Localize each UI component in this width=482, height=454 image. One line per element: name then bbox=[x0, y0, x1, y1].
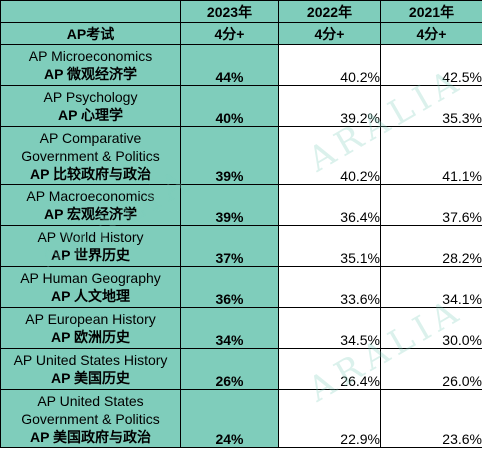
subject-cell: AP Comparative Government & Politics AP … bbox=[0, 126, 181, 185]
subject-name-cn: AP 微观经济学 bbox=[43, 66, 138, 82]
value-2021: 28.2% bbox=[380, 225, 482, 267]
value-2021: 34.1% bbox=[380, 266, 482, 308]
value-2022: 39.2% bbox=[278, 85, 381, 127]
subject-cell: AP World History AP 世界历史 bbox=[0, 225, 181, 267]
subject-cell: AP Macroeconomics AP 宏观经济学 bbox=[0, 184, 181, 226]
subject-cell: AP United States Government & Politics A… bbox=[0, 389, 181, 448]
value-2023: 24% bbox=[180, 389, 279, 448]
value-2021: 26.0% bbox=[380, 348, 482, 390]
table-row: AP Microeconomics AP 微观经济学 44% 40.2% 42.… bbox=[0, 44, 482, 86]
value-2023: 37% bbox=[180, 225, 279, 267]
value-2021: 37.6% bbox=[380, 184, 482, 226]
subject-cell: AP Human Geography AP 人文地理 bbox=[0, 266, 181, 308]
table-row: AP Macroeconomics AP 宏观经济学 39% 36.4% 37.… bbox=[0, 184, 482, 226]
value-2022: 36.4% bbox=[278, 184, 381, 226]
subject-name-cn: AP 心理学 bbox=[57, 107, 124, 123]
subject-name-en: AP Macroeconomics bbox=[26, 188, 155, 204]
table-row: AP Human Geography AP 人文地理 36% 33.6% 34.… bbox=[0, 266, 482, 308]
header-year-2022: 2022年 bbox=[278, 0, 381, 23]
header-year-2021: 2021年 bbox=[380, 0, 482, 23]
header-row-years: 2023年 2022年 2021年 bbox=[0, 0, 482, 23]
table-row: AP United States History AP 美国历史 26% 26.… bbox=[0, 348, 482, 390]
subject-name-en: AP United States History bbox=[13, 352, 168, 368]
subject-name-cn: AP 世界历史 bbox=[50, 247, 131, 263]
header-corner-cell bbox=[0, 0, 181, 23]
table-row: AP World History AP 世界历史 37% 35.1% 28.2% bbox=[0, 225, 482, 267]
value-2023: 44% bbox=[180, 44, 279, 86]
subject-cell: AP United States History AP 美国历史 bbox=[0, 348, 181, 390]
table-row: AP Psychology AP 心理学 40% 39.2% 35.3% bbox=[0, 85, 482, 127]
header-score-2021: 4分+ bbox=[380, 22, 482, 45]
value-2021: 35.3% bbox=[380, 85, 482, 127]
subject-name-cn: AP 欧洲历史 bbox=[50, 329, 131, 345]
subject-name-cn: AP 人文地理 bbox=[50, 288, 131, 304]
value-2021: 41.1% bbox=[380, 126, 482, 185]
subject-cell: AP Psychology AP 心理学 bbox=[0, 85, 181, 127]
subject-cell: AP Microeconomics AP 微观经济学 bbox=[0, 44, 181, 86]
subject-name-cn: AP 美国历史 bbox=[50, 370, 131, 386]
value-2022: 26.4% bbox=[278, 348, 381, 390]
value-2023: 40% bbox=[180, 85, 279, 127]
subject-name-en: AP World History bbox=[37, 229, 144, 245]
value-2022: 33.6% bbox=[278, 266, 381, 308]
subject-name-en: AP Human Geography bbox=[20, 270, 161, 286]
subject-name-en: AP Psychology bbox=[43, 89, 138, 105]
table-row: AP Comparative Government & Politics AP … bbox=[0, 126, 482, 185]
subject-name-cn: AP 宏观经济学 bbox=[43, 206, 138, 222]
header-score-2023: 4分+ bbox=[180, 22, 279, 45]
value-2022: 35.1% bbox=[278, 225, 381, 267]
subject-name-cn: AP 美国政府与政治 bbox=[29, 428, 152, 445]
subject-name-en: AP European History bbox=[25, 311, 156, 327]
subject-name-cn: AP 比较政府与政治 bbox=[29, 165, 152, 182]
value-2022: 40.2% bbox=[278, 44, 381, 86]
value-2023: 39% bbox=[180, 126, 279, 185]
header-score-2022: 4分+ bbox=[278, 22, 381, 45]
value-2023: 39% bbox=[180, 184, 279, 226]
subject-name-en: AP United States Government & Politics bbox=[21, 392, 160, 427]
value-2023: 36% bbox=[180, 266, 279, 308]
header-year-2023: 2023年 bbox=[180, 0, 279, 23]
table-row: AP European History AP 欧洲历史 34% 34.5% 30… bbox=[0, 307, 482, 349]
subject-name-en: AP Comparative Government & Politics bbox=[21, 129, 160, 164]
value-2021: 23.6% bbox=[380, 389, 482, 448]
value-2022: 22.9% bbox=[278, 389, 381, 448]
header-row-scores: AP考试 4分+ 4分+ 4分+ bbox=[0, 22, 482, 45]
subject-cell: AP European History AP 欧洲历史 bbox=[0, 307, 181, 349]
header-exam-label: AP考试 bbox=[0, 22, 181, 45]
value-2021: 42.5% bbox=[380, 44, 482, 86]
value-2023: 26% bbox=[180, 348, 279, 390]
value-2022: 34.5% bbox=[278, 307, 381, 349]
value-2023: 34% bbox=[180, 307, 279, 349]
value-2021: 30.0% bbox=[380, 307, 482, 349]
table-row: AP United States Government & Politics A… bbox=[0, 389, 482, 448]
value-2022: 40.2% bbox=[278, 126, 381, 185]
subject-name-en: AP Microeconomics bbox=[28, 48, 153, 64]
